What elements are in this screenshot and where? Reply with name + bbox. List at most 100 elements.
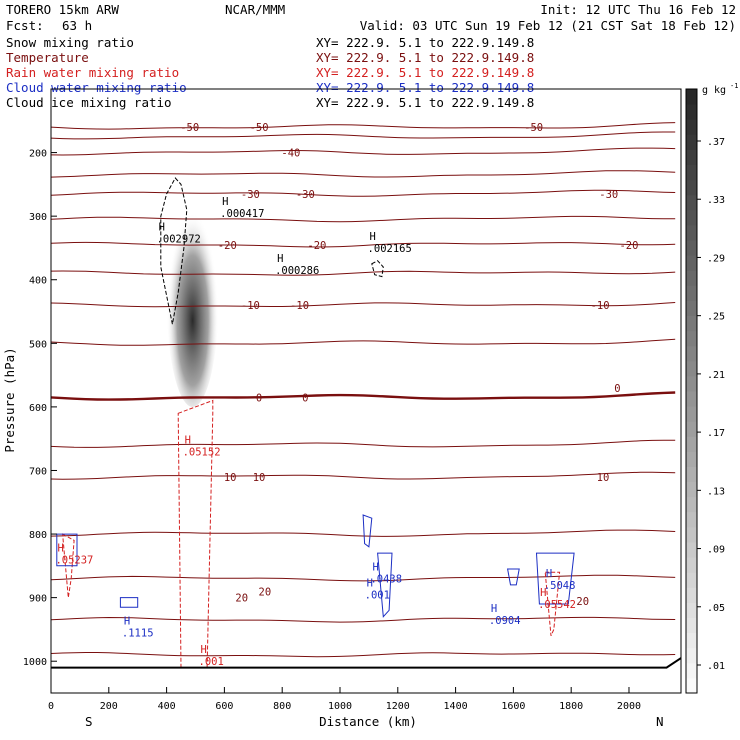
max-marker: H xyxy=(222,196,228,208)
south-label: S xyxy=(85,714,93,729)
colorbar-tick-label: .13 xyxy=(707,486,725,497)
colorbar-segment xyxy=(686,632,697,649)
temperature-contour--5 xyxy=(50,338,676,346)
x-tick-label: 1600 xyxy=(501,701,525,712)
max-value-cloud_water: .001 xyxy=(365,589,390,601)
rain-contour-2 xyxy=(544,571,561,637)
temperature-contour--15 xyxy=(50,270,676,276)
max-value-rain: .05152 xyxy=(183,446,221,458)
temperature-contour--25 xyxy=(50,215,676,223)
temperature-contour-0 xyxy=(50,391,676,401)
max-marker: H xyxy=(124,616,130,628)
temperature-contour--35 xyxy=(50,170,676,178)
y-tick-label: 500 xyxy=(29,339,47,350)
snow-shading xyxy=(166,190,219,407)
cloud-ice-contour-1 xyxy=(371,260,384,278)
colorbar-segment xyxy=(686,451,697,467)
y-tick-label: 300 xyxy=(29,212,47,223)
temperature-contour--40 xyxy=(50,147,676,156)
max-value-rain: .05542 xyxy=(538,599,576,611)
colorbar-segment xyxy=(686,209,697,226)
y-tick-label: 1000 xyxy=(23,657,47,668)
temperature-contour--30 xyxy=(50,189,676,197)
colorbar-segment xyxy=(686,526,697,543)
colorbar-unit: g kg xyxy=(702,85,726,96)
colorbar-segment xyxy=(686,345,697,362)
x-tick-label: 800 xyxy=(273,701,291,712)
temperature-contour-5 xyxy=(50,439,676,448)
colorbar-segment xyxy=(686,330,697,347)
max-value-cloud_ice: .002972 xyxy=(157,233,201,245)
colorbar-segment xyxy=(686,391,697,407)
max-marker: H xyxy=(57,542,63,554)
max-marker: H xyxy=(185,434,191,446)
temperature-contour-10 xyxy=(50,471,676,480)
cloud-water-contour-4 xyxy=(535,552,575,605)
org-label: NCAR/MMM xyxy=(225,2,285,17)
init-label: Init: 12 UTC Thu 16 Feb 12 xyxy=(540,2,736,17)
temperature-label: -20 xyxy=(218,240,237,252)
colorbar-segment xyxy=(686,406,697,422)
temperature-label: -10 xyxy=(241,300,260,312)
legend-temperature-xy: XY= 222.9. 5.1 to 222.9.149.8 xyxy=(316,50,534,65)
colorbar: .01 .05 .09 .13 .17 .21 .25 .29 .33 .37 xyxy=(685,88,725,694)
temperature-label: 20 xyxy=(259,586,272,598)
temperature-label: 0 xyxy=(256,392,262,404)
colorbar-segment xyxy=(686,300,697,316)
colorbar-segment xyxy=(686,149,697,165)
max-marker: H xyxy=(277,253,283,265)
colorbar-tick-label: .33 xyxy=(707,195,725,206)
y-tick-label: 200 xyxy=(29,149,47,160)
temperature-label: -40 xyxy=(281,148,300,160)
temperature-contour-25 xyxy=(50,616,676,623)
temperature-label: 0 xyxy=(302,392,308,404)
colorbar-segment xyxy=(686,602,697,618)
rain-contour-1 xyxy=(62,533,75,598)
colorbar-segment xyxy=(686,255,697,271)
legend-cloud-ice-xy: XY= 222.9. 5.1 to 222.9.149.8 xyxy=(316,95,534,110)
x-tick-label: 600 xyxy=(215,701,233,712)
axes: 0 200 400 600 800 1000 1200 1400 1600 1800 2000200… xyxy=(23,88,682,712)
cloud-water-contour-0 xyxy=(119,597,139,608)
colorbar-segment xyxy=(686,119,697,135)
colorbar-segment xyxy=(686,557,697,573)
temperature-label: -50 xyxy=(180,122,199,134)
colorbar-segment xyxy=(686,194,697,211)
max-value-cloud_water: .5048 xyxy=(544,580,576,592)
colorbar-segment xyxy=(686,542,697,558)
legend-temperature: Temperature xyxy=(6,50,89,65)
colorbar-segment xyxy=(686,134,697,150)
colorbar-segment xyxy=(686,481,697,498)
fcst-label: Fcst: xyxy=(6,18,44,33)
colorbar-segment xyxy=(686,677,697,694)
mixing-ratio-contours xyxy=(56,177,575,669)
temperature-label: 20 xyxy=(235,593,248,605)
y-tick-label: 600 xyxy=(29,403,47,414)
colorbar-segment xyxy=(686,662,697,679)
colorbar-segment xyxy=(686,315,697,332)
temperature-contour--45 xyxy=(50,131,676,140)
x-axis-title: Distance (km) xyxy=(319,714,417,729)
colorbar-segment xyxy=(686,164,697,181)
max-value-cloud_water: .0438 xyxy=(370,574,402,586)
max-marker: H xyxy=(367,577,373,589)
temperature-label: 0 xyxy=(614,383,620,395)
temperature-label: 10 xyxy=(253,472,266,484)
cloud-water-contour-2 xyxy=(377,552,393,618)
fcst-value: 63 h xyxy=(62,18,92,33)
y-tick-label: 700 xyxy=(29,466,47,477)
colorbar-tick-label: .21 xyxy=(707,370,725,381)
max-value-cloud_water: .0904 xyxy=(489,615,521,627)
colorbar-segment xyxy=(686,572,697,588)
temperature-label: -50 xyxy=(524,122,543,134)
temperature-contour--20 xyxy=(50,241,676,248)
legend-cloud-ice: Cloud ice mixing ratio xyxy=(6,95,172,110)
north-label: N xyxy=(656,714,664,729)
colorbar-segment xyxy=(686,240,697,256)
legend-snow-xy: XY= 222.9. 5.1 to 222.9.149.8 xyxy=(316,35,534,50)
colorbar-tick-label: .17 xyxy=(707,428,725,439)
y-tick-label: 800 xyxy=(29,530,47,541)
temperature-contour-30 xyxy=(50,652,676,658)
colorbar-tick-label: .01 xyxy=(707,661,725,672)
temperature-label: 10 xyxy=(597,472,610,484)
